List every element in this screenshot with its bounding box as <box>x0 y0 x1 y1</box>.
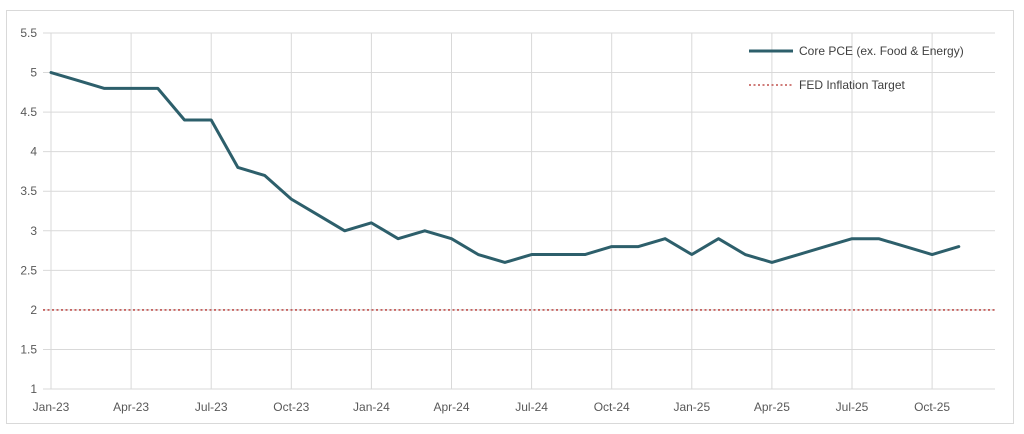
core-pce-line <box>49 71 961 264</box>
y-tick-label: 4.5 <box>20 105 37 119</box>
x-tick-label: Jan-24 <box>353 400 390 414</box>
x-tick-label: Jan-25 <box>673 400 710 414</box>
x-tick-label: Jul-25 <box>836 400 869 414</box>
x-tick-label: Jul-24 <box>515 400 548 414</box>
y-tick-label: 1 <box>30 382 37 396</box>
x-tick-label: Apr-23 <box>113 400 149 414</box>
line-chart: 1 1.5 2 2.5 3 3.5 4 4.5 5 5.5 Jan-23 Apr-23 Jul-23 O… <box>20 26 995 414</box>
x-tick-label: Oct-24 <box>594 400 630 414</box>
gridlines <box>43 32 995 390</box>
x-axis: Jan-23 Apr-23 Jul-23 Oct-23 Jan-24 Apr-24 Jul-… <box>33 400 951 414</box>
y-tick-label: 1.5 <box>20 342 37 356</box>
y-tick-label: 2 <box>30 303 37 317</box>
y-tick-label: 3.5 <box>20 184 37 198</box>
legend-label-core-pce: Core PCE (ex. Food & Energy) <box>799 44 964 58</box>
y-tick-label: 5 <box>30 66 37 80</box>
x-tick-label: Jul-23 <box>195 400 228 414</box>
y-tick-label: 5.5 <box>20 26 37 40</box>
x-tick-label: Apr-25 <box>754 400 790 414</box>
y-tick-label: 2.5 <box>20 263 37 277</box>
x-tick-label: Oct-25 <box>914 400 950 414</box>
chart-frame: 1 1.5 2 2.5 3 3.5 4 4.5 5 5.5 Jan-23 Apr-23 Jul-23 O… <box>6 10 1014 424</box>
x-tick-label: Jan-23 <box>33 400 70 414</box>
x-tick-label: Apr-24 <box>433 400 469 414</box>
y-tick-label: 3 <box>30 224 37 238</box>
y-tick-label: 4 <box>30 145 37 159</box>
y-axis: 1 1.5 2 2.5 3 3.5 4 4.5 5 5.5 <box>20 26 37 396</box>
legend: Core PCE (ex. Food & Energy) FED Inflatio… <box>749 44 964 92</box>
series-group <box>43 71 995 311</box>
x-tick-label: Oct-23 <box>273 400 309 414</box>
legend-label-fed-target: FED Inflation Target <box>799 78 905 92</box>
